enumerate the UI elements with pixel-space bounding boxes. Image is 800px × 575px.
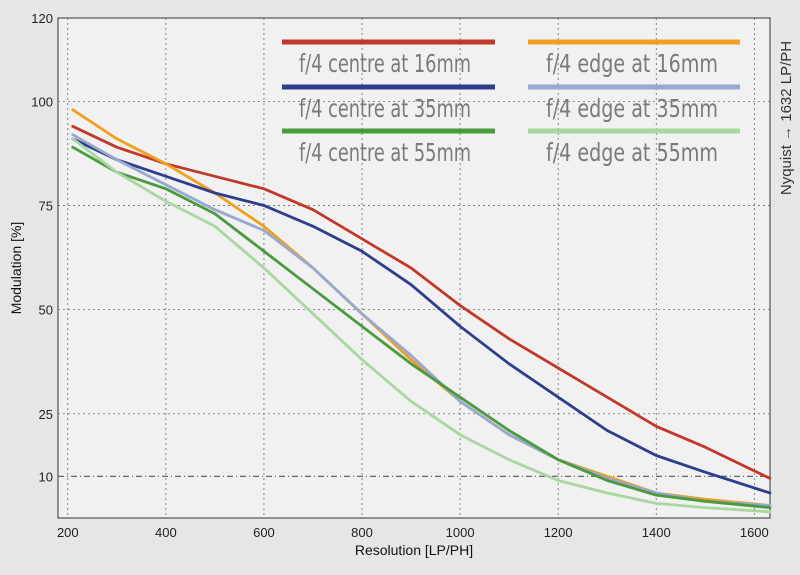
y-tick-label: 10 bbox=[39, 469, 53, 484]
x-tick-labels: 200 400 600 800 1000 1200 1400 1600 bbox=[57, 525, 769, 540]
y-tick-labels: 10 25 50 75 100 120 bbox=[31, 11, 53, 484]
series-line bbox=[71, 124, 772, 480]
y-tick-label: 25 bbox=[39, 407, 53, 422]
legend-label: f/4 centre at 55mm bbox=[299, 138, 471, 167]
plot-area bbox=[57, 17, 771, 519]
nyquist-label: Nyquist → 1632 LP/PH bbox=[778, 41, 795, 195]
x-tick-label: 800 bbox=[351, 525, 373, 540]
series-line bbox=[71, 137, 772, 514]
x-tick-label: 200 bbox=[57, 525, 79, 540]
x-tick-label: 1400 bbox=[642, 525, 671, 540]
x-tick-label: 1600 bbox=[740, 525, 769, 540]
legend-label: f/4 centre at 35mm bbox=[299, 94, 471, 123]
legend-label: f/4 edge at 55mm bbox=[546, 138, 718, 167]
y-tick-label: 75 bbox=[39, 199, 53, 214]
y-tick-label: 50 bbox=[39, 303, 53, 318]
y-tick-label: 100 bbox=[31, 94, 53, 109]
series-line bbox=[71, 133, 772, 507]
series-line bbox=[71, 137, 772, 495]
y-tick-label: 120 bbox=[31, 11, 53, 26]
series-line bbox=[71, 145, 772, 509]
legend: f/4 centre at 16mm f/4 edge at 16mm f/4 ce… bbox=[282, 39, 740, 167]
legend-label: f/4 edge at 16mm bbox=[546, 49, 718, 78]
x-tick-label: 1000 bbox=[446, 525, 475, 540]
x-tick-label: 400 bbox=[155, 525, 177, 540]
legend-label: f/4 edge at 35mm bbox=[546, 94, 718, 123]
y-axis-title: Modulation [%] bbox=[8, 222, 24, 315]
x-tick-label: 1200 bbox=[544, 525, 573, 540]
x-axis-title: Resolution [LP/PH] bbox=[355, 542, 473, 558]
x-tick-label: 600 bbox=[253, 525, 275, 540]
legend-label: f/4 centre at 16mm bbox=[299, 49, 471, 78]
series-lines bbox=[71, 108, 772, 514]
